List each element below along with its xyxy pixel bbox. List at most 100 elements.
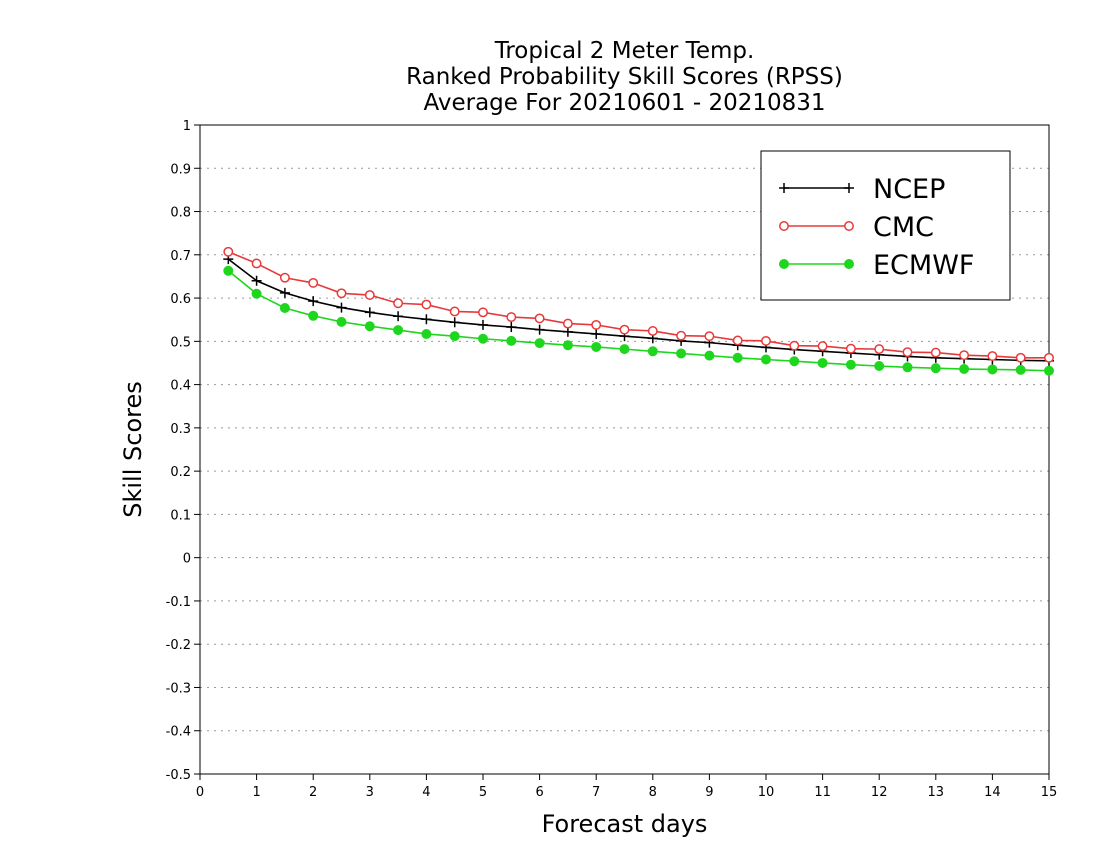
point-marker-filled-circle: [844, 259, 854, 269]
legend-label: ECMWF: [873, 250, 974, 281]
point-marker-filled-circle: [987, 364, 998, 375]
point-marker-filled-circle: [478, 333, 488, 344]
point-marker-filled-circle: [619, 344, 630, 355]
x-tick-label: 12: [871, 785, 888, 800]
legend-item-ncep: NCEP: [779, 174, 945, 205]
point-marker-open-circle: [534, 313, 545, 324]
plot-frame: [199, 124, 1050, 775]
point-marker-open-circle: [844, 221, 854, 231]
x-tick-label: 10: [758, 785, 775, 800]
point-marker-filled-circle: [1044, 365, 1054, 376]
y-axis-label: Skill Scores: [119, 381, 147, 518]
point-marker-open-circle: [761, 335, 771, 346]
point-marker-filled-circle: [704, 350, 715, 361]
point-marker-filled-circle: [647, 346, 658, 357]
point-marker-filled-circle: [930, 363, 941, 374]
x-tick-label: 1: [252, 785, 260, 800]
point-marker-filled-circle: [761, 354, 771, 365]
point-marker-open-circle: [959, 350, 970, 361]
point-marker-filled-circle: [845, 359, 856, 370]
y-tick-label: -0.3: [166, 681, 191, 696]
point-marker-plus: [506, 322, 517, 333]
point-marker-filled-circle: [817, 357, 828, 368]
point-marker-open-circle: [308, 277, 319, 288]
point-marker-plus: [449, 317, 460, 328]
y-tick-label: -0.5: [166, 768, 191, 783]
point-marker-open-circle: [647, 325, 658, 336]
x-tick-label: 6: [535, 785, 543, 800]
y-tick-label: 0.4: [170, 379, 191, 394]
point-marker-open-circle: [930, 347, 941, 358]
legend: NCEP CMC ECMWF: [760, 150, 1011, 301]
chart-title-line: Tropical 2 Meter Temp.: [494, 38, 755, 64]
x-tick-label: 5: [479, 785, 487, 800]
point-marker-open-circle: [987, 351, 998, 361]
point-marker-plus: [478, 319, 488, 330]
point-marker-open-circle: [732, 335, 743, 346]
point-marker-filled-circle: [364, 321, 375, 332]
point-marker-plus: [779, 183, 789, 193]
x-tick-label: 0: [196, 785, 204, 800]
y-tick-label: 0.7: [170, 249, 191, 264]
x-tick-label: 4: [422, 785, 430, 800]
point-marker-open-circle: [1015, 352, 1026, 363]
point-marker-filled-circle: [279, 303, 290, 314]
y-tick-label: 0.3: [170, 422, 191, 437]
x-tick-label: 7: [592, 785, 600, 800]
point-marker-filled-circle: [506, 335, 517, 346]
point-marker-open-circle: [619, 324, 630, 335]
y-tick-label: 1: [183, 119, 191, 134]
point-marker-open-circle: [478, 307, 488, 318]
y-tick-label: -0.4: [166, 725, 191, 740]
point-marker-plus: [534, 324, 545, 335]
y-tick-label: 0.2: [170, 465, 191, 480]
point-marker-plus: [364, 307, 375, 318]
y-tick-label: 0.6: [170, 292, 191, 307]
y-tick-label: 0.1: [170, 508, 191, 523]
point-marker-open-circle: [336, 288, 347, 299]
x-tick-label: 9: [705, 785, 713, 800]
chart-title-line: Average For 20210601 - 20210831: [423, 90, 825, 116]
point-marker-filled-circle: [562, 340, 573, 351]
legend-item-cmc: CMC: [779, 212, 934, 243]
series-cmc: [223, 246, 1054, 363]
x-tick-label: 14: [984, 785, 1001, 800]
legend-label: NCEP: [873, 174, 945, 205]
point-marker-filled-circle: [1015, 364, 1026, 375]
point-marker-open-circle: [449, 306, 460, 317]
point-marker-open-circle: [789, 340, 800, 351]
point-marker-open-circle: [279, 272, 290, 283]
point-marker-open-circle: [506, 312, 517, 323]
point-marker-filled-circle: [534, 338, 545, 349]
point-marker-filled-circle: [393, 325, 404, 336]
x-tick-label: 11: [814, 785, 831, 800]
axis-ticks: -0.5 -0.4 -0.3 -0.2 -0.1 0 0.1 0.2 0.3 0.4 0.5 0.6 0…: [166, 119, 1058, 800]
point-marker-open-circle: [364, 290, 375, 300]
point-marker-plus: [251, 275, 262, 286]
x-tick-label: 3: [366, 785, 374, 800]
legend-item-ecmwf: ECMWF: [779, 250, 974, 281]
y-tick-label: 0: [183, 552, 191, 567]
y-tick-label: -0.2: [166, 638, 191, 653]
point-marker-filled-circle: [676, 348, 687, 359]
legend-label: CMC: [873, 212, 934, 243]
point-marker-filled-circle: [251, 288, 262, 299]
y-tick-label: 0.8: [170, 206, 191, 221]
x-tick-label: 15: [1041, 785, 1058, 800]
point-marker-plus: [844, 183, 854, 193]
point-marker-plus: [279, 287, 290, 298]
point-marker-filled-circle: [732, 352, 743, 363]
point-marker-plus: [308, 296, 319, 307]
point-marker-filled-circle: [959, 364, 970, 375]
point-marker-plus: [591, 328, 602, 339]
point-marker-open-circle: [817, 341, 828, 352]
point-marker-filled-circle: [874, 360, 885, 371]
point-marker-open-circle: [591, 319, 602, 330]
point-marker-filled-circle: [779, 259, 789, 269]
y-tick-label: 0.5: [170, 335, 191, 350]
point-marker-open-circle: [845, 343, 856, 354]
point-marker-filled-circle: [591, 341, 602, 352]
point-marker-filled-circle: [336, 316, 347, 327]
point-marker-plus: [421, 314, 432, 325]
